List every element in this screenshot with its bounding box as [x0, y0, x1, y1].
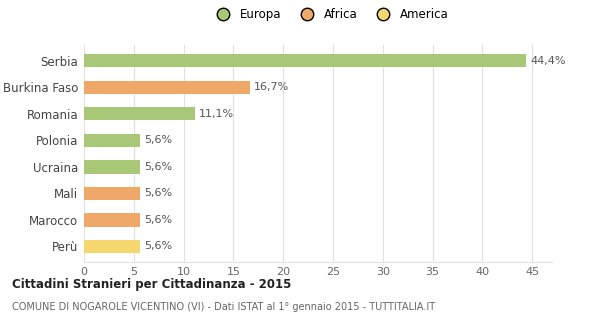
- Bar: [84, 240, 140, 253]
- Bar: [84, 213, 140, 227]
- Text: Cittadini Stranieri per Cittadinanza - 2015: Cittadini Stranieri per Cittadinanza - 2…: [12, 278, 292, 291]
- Text: 5,6%: 5,6%: [144, 215, 172, 225]
- Bar: [84, 160, 140, 173]
- Text: 11,1%: 11,1%: [199, 109, 233, 119]
- Text: 5,6%: 5,6%: [144, 162, 172, 172]
- Bar: [84, 54, 526, 67]
- Bar: [84, 134, 140, 147]
- Bar: [84, 81, 250, 94]
- Legend: Europa, Africa, America: Europa, Africa, America: [209, 6, 451, 24]
- Text: 16,7%: 16,7%: [254, 82, 290, 92]
- Text: 5,6%: 5,6%: [144, 188, 172, 198]
- Text: COMUNE DI NOGAROLE VICENTINO (VI) - Dati ISTAT al 1° gennaio 2015 - TUTTITALIA.I: COMUNE DI NOGAROLE VICENTINO (VI) - Dati…: [12, 302, 435, 312]
- Text: 5,6%: 5,6%: [144, 135, 172, 145]
- Text: 5,6%: 5,6%: [144, 242, 172, 252]
- Bar: [84, 187, 140, 200]
- Bar: [84, 107, 194, 120]
- Text: 44,4%: 44,4%: [530, 56, 566, 66]
